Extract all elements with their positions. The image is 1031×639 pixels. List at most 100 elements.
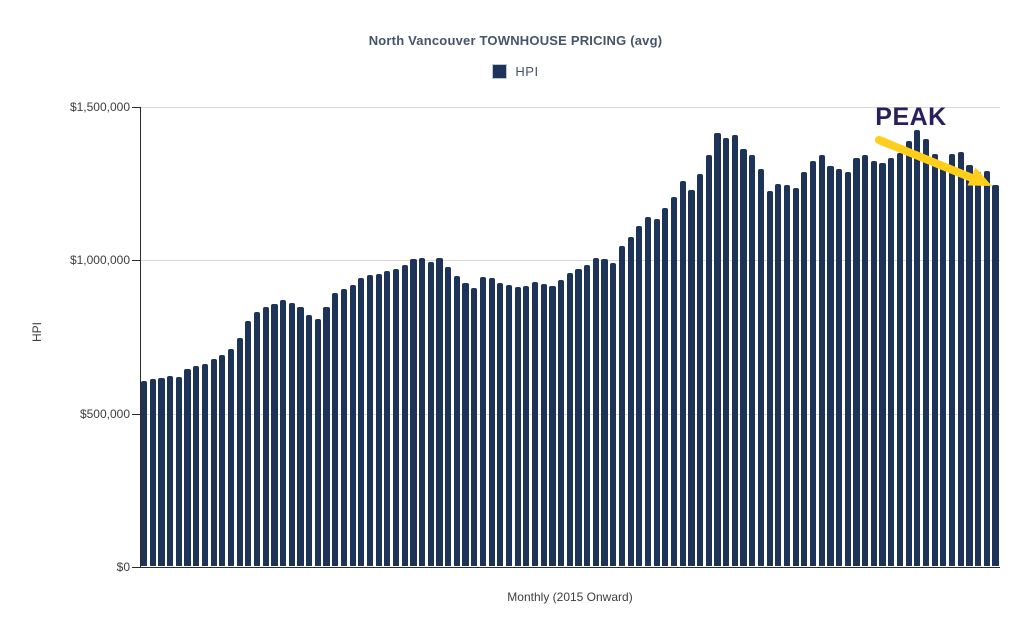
bar <box>141 380 148 566</box>
bar <box>201 364 208 566</box>
bar <box>914 130 921 566</box>
bar <box>679 181 686 566</box>
bars <box>141 107 999 566</box>
y-tick-label-500000: $500,000 <box>79 407 130 421</box>
bar <box>488 278 495 566</box>
bar <box>940 162 947 566</box>
gridline <box>140 260 1000 261</box>
bar <box>245 321 252 566</box>
bar <box>540 283 547 566</box>
bar <box>358 277 365 566</box>
bar <box>297 307 304 566</box>
y-axis-tick <box>132 414 140 415</box>
bar <box>445 266 452 566</box>
bar <box>236 338 243 566</box>
bar <box>462 282 469 566</box>
bar <box>375 273 382 566</box>
peak-annotation-label: PEAK <box>875 103 947 131</box>
bar <box>193 366 200 566</box>
bar <box>175 376 182 566</box>
bar <box>158 378 165 566</box>
bar <box>566 272 573 566</box>
bar <box>592 257 599 566</box>
bar <box>905 140 912 566</box>
bar <box>653 219 660 566</box>
bar <box>227 348 235 566</box>
bar <box>705 155 712 566</box>
bar <box>401 264 408 566</box>
bar <box>636 226 643 566</box>
legend-label: HPI <box>515 64 539 79</box>
bar <box>427 261 434 566</box>
bar <box>757 169 764 566</box>
bar <box>618 245 625 566</box>
bar <box>688 189 695 566</box>
bar <box>870 161 877 566</box>
bar <box>783 185 791 566</box>
bar <box>340 288 347 566</box>
bar <box>314 318 321 566</box>
y-axis-tick <box>132 567 140 568</box>
bar <box>523 286 530 566</box>
legend: HPI <box>0 64 1031 79</box>
bar <box>697 174 704 566</box>
bar <box>749 155 756 566</box>
bar <box>836 169 843 566</box>
bar <box>818 155 825 566</box>
plot-area <box>140 107 1000 567</box>
bar <box>167 375 174 566</box>
bar <box>306 315 313 566</box>
bar <box>966 164 973 566</box>
bar <box>948 153 956 566</box>
bar <box>975 171 982 566</box>
bar <box>549 286 556 566</box>
y-axis-tick <box>132 260 140 261</box>
bar <box>644 217 652 566</box>
bar <box>184 368 191 566</box>
x-axis-line <box>133 567 1000 568</box>
bar <box>149 379 156 566</box>
gridline <box>140 107 1000 108</box>
legend-swatch-icon <box>492 64 508 79</box>
bar <box>410 259 417 566</box>
y-tick-label-0: $0 <box>116 560 130 574</box>
bar <box>349 284 356 566</box>
bar <box>922 139 930 566</box>
bar <box>253 312 261 566</box>
bar <box>497 282 504 566</box>
bar <box>419 257 426 566</box>
bar <box>219 354 226 566</box>
y-axis-tick <box>132 107 140 108</box>
bar <box>514 287 521 566</box>
bar <box>332 292 339 566</box>
bar <box>714 133 721 566</box>
bar <box>879 163 886 566</box>
bar <box>610 262 617 566</box>
bar <box>436 258 443 566</box>
y-axis-line <box>140 107 141 568</box>
bar <box>723 137 730 566</box>
bar <box>731 135 738 566</box>
bar <box>584 264 591 566</box>
bar <box>809 161 817 566</box>
bar <box>323 307 330 566</box>
bar <box>992 184 999 566</box>
bar <box>670 197 678 566</box>
bar <box>366 275 374 566</box>
bar <box>853 157 860 566</box>
bar <box>662 207 669 566</box>
y-axis-title: HPI <box>30 322 44 343</box>
bar <box>931 154 938 566</box>
bar <box>801 172 808 566</box>
bar <box>288 303 295 566</box>
bar <box>210 359 217 566</box>
bar <box>844 172 851 566</box>
bar <box>558 279 565 566</box>
bar <box>575 268 582 566</box>
bar <box>531 281 539 566</box>
bar <box>957 151 964 566</box>
bar <box>888 157 895 566</box>
bar <box>896 152 903 566</box>
bar <box>453 275 460 566</box>
